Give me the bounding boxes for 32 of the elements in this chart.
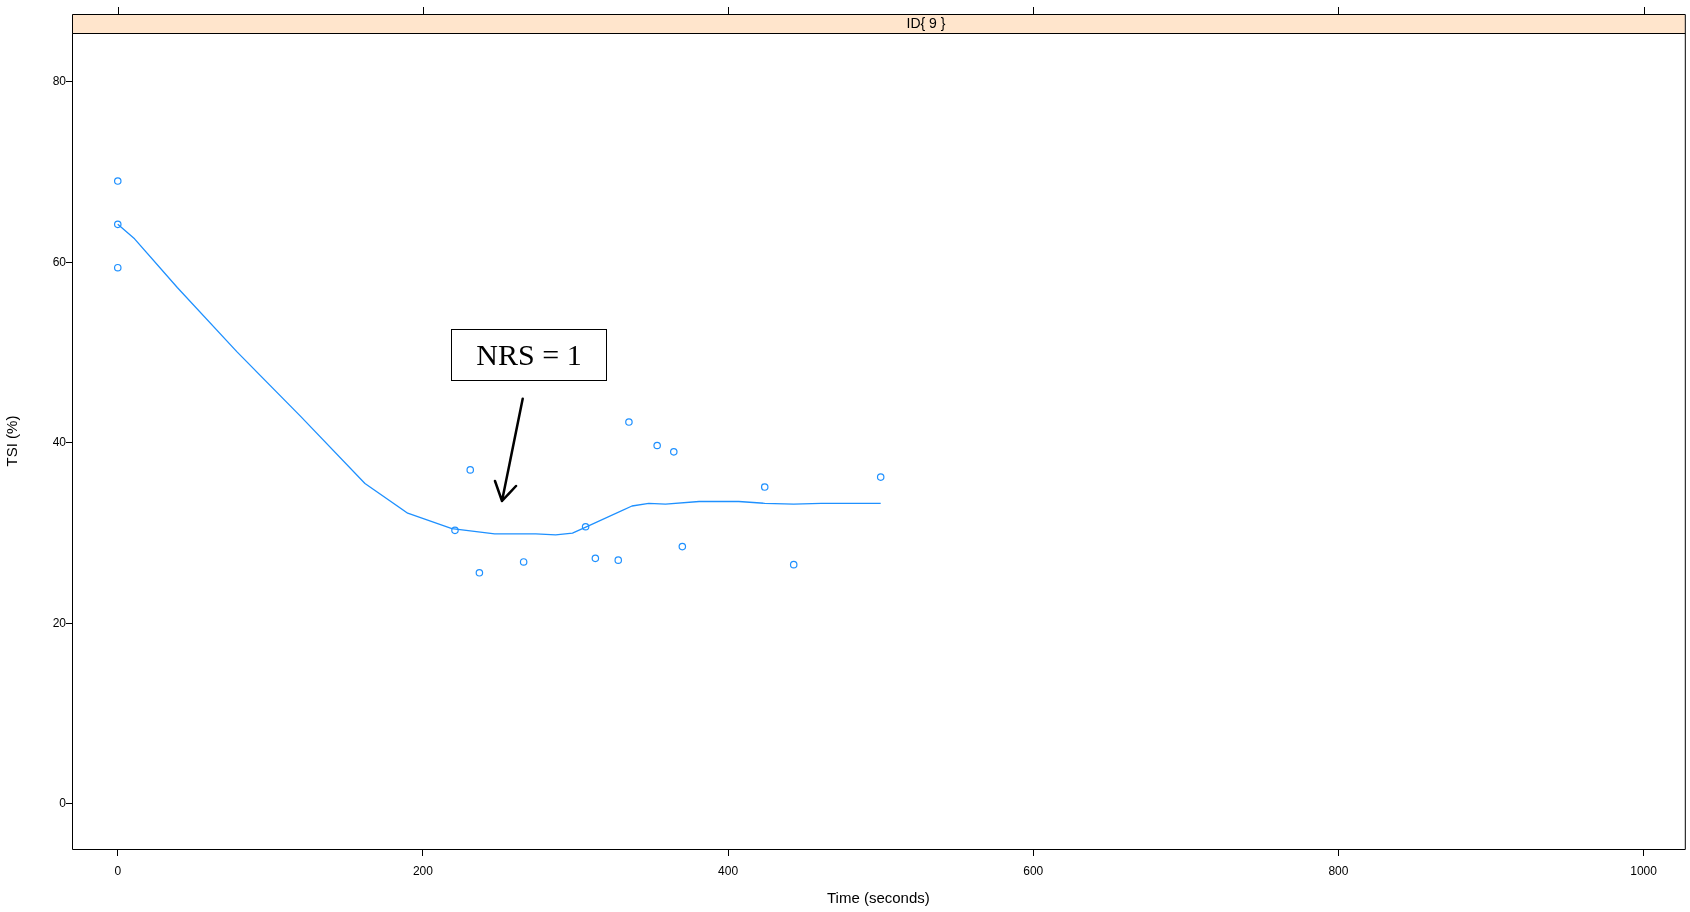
point [591,554,600,563]
x-tick-label: 0 [114,863,122,878]
point [789,560,798,569]
point [113,177,122,185]
y-axis-title: TSI (%) [3,415,21,467]
y-tick-label: 0 [59,796,67,811]
y-tick-label: 20 [52,615,67,630]
x-tick-label: 200 [412,863,434,878]
point [614,556,623,564]
point [876,473,885,481]
point [519,558,528,566]
point [451,526,459,535]
x-tick-label: 1000 [1630,863,1658,878]
point [581,522,590,531]
y-tick-label: 80 [52,74,67,89]
point [653,441,661,450]
y-tick-label: 40 [52,435,67,450]
point [475,568,484,577]
point [625,418,633,426]
point [760,483,769,491]
point [113,263,122,272]
x-axis-title: Time (seconds) [826,889,930,907]
point [678,542,687,551]
point [466,466,475,474]
annotation: NRS = 1 [451,329,607,381]
x-tick-label: 600 [1023,863,1044,878]
chart-title: ID{ 9 } [906,14,946,31]
x-tick-label: 400 [718,863,739,878]
x-tick-label: 800 [1328,863,1349,878]
y-tick-label: 60 [52,254,67,269]
point [113,220,122,229]
point [669,448,678,456]
